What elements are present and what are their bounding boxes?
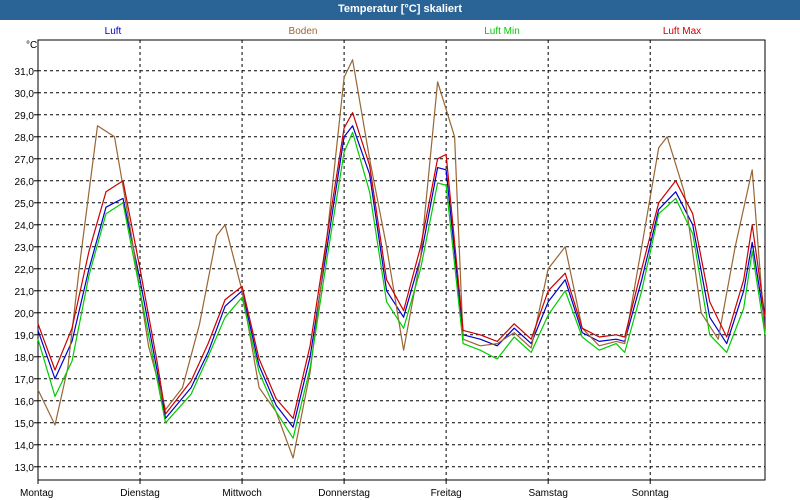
plot-area [37,39,766,481]
x-tick-day-label: Sonntag [632,488,669,499]
y-tick-label: 13,0 [15,463,35,474]
x-tick-day-label: Mittwoch [222,488,261,499]
legend-item-luft-max: Luft Max [663,26,701,37]
x-axis-ticks: Montag04.06.18Dienstag05.06.18Mittwoch06… [20,480,669,499]
series-lines [37,59,766,459]
x-tick-day-label: Freitag [431,488,462,499]
series-line-luft-max [37,111,766,419]
y-tick-label: 26,0 [15,177,35,188]
y-tick-label: 17,0 [15,375,35,386]
legend-item-luft: Luft [105,26,122,37]
y-axis-ticks: 13,0 14,0 15,0 16,0 17,0 18,0 19,0 20,0 21,0 22,0… [15,67,38,474]
y-axis-unit: °C [26,40,37,51]
x-tick-day-label: Donnerstag [318,488,370,499]
temperature-chart: 13,0 14,0 15,0 16,0 17,0 18,0 19,0 20,0 21,0 22,0… [15,26,766,499]
y-tick-label: 29,0 [15,111,35,122]
x-tick-day-label: Montag [20,488,53,499]
y-tick-label: 28,0 [15,133,35,144]
y-tick-label: 24,0 [15,221,35,232]
y-tick-label: 23,0 [15,243,35,254]
chart-title: Temperatur [°C] skaliert [0,0,800,20]
y-tick-label: 16,0 [15,397,35,408]
grid [38,40,765,480]
y-tick-label: 20,0 [15,309,35,320]
y-tick-label: 25,0 [15,199,35,210]
y-tick-label: 21,0 [15,287,35,298]
y-tick-label: 14,0 [15,441,35,452]
y-tick-label: 22,0 [15,265,35,276]
legend-item-boden: Boden [289,26,318,37]
y-tick-label: 31,0 [15,67,35,78]
y-tick-label: 15,0 [15,419,35,430]
legend: Luft Boden Luft Min Luft Max [105,26,702,37]
y-tick-label: 27,0 [15,155,35,166]
y-tick-label: 19,0 [15,331,35,342]
series-line-boden [37,59,766,459]
series-line-luft-min [37,131,766,439]
y-tick-label: 18,0 [15,353,35,364]
x-tick-day-label: Samstag [528,488,567,499]
y-tick-label: 30,0 [15,89,35,100]
legend-item-luft-min: Luft Min [484,26,520,37]
x-tick-day-label: Dienstag [120,488,159,499]
